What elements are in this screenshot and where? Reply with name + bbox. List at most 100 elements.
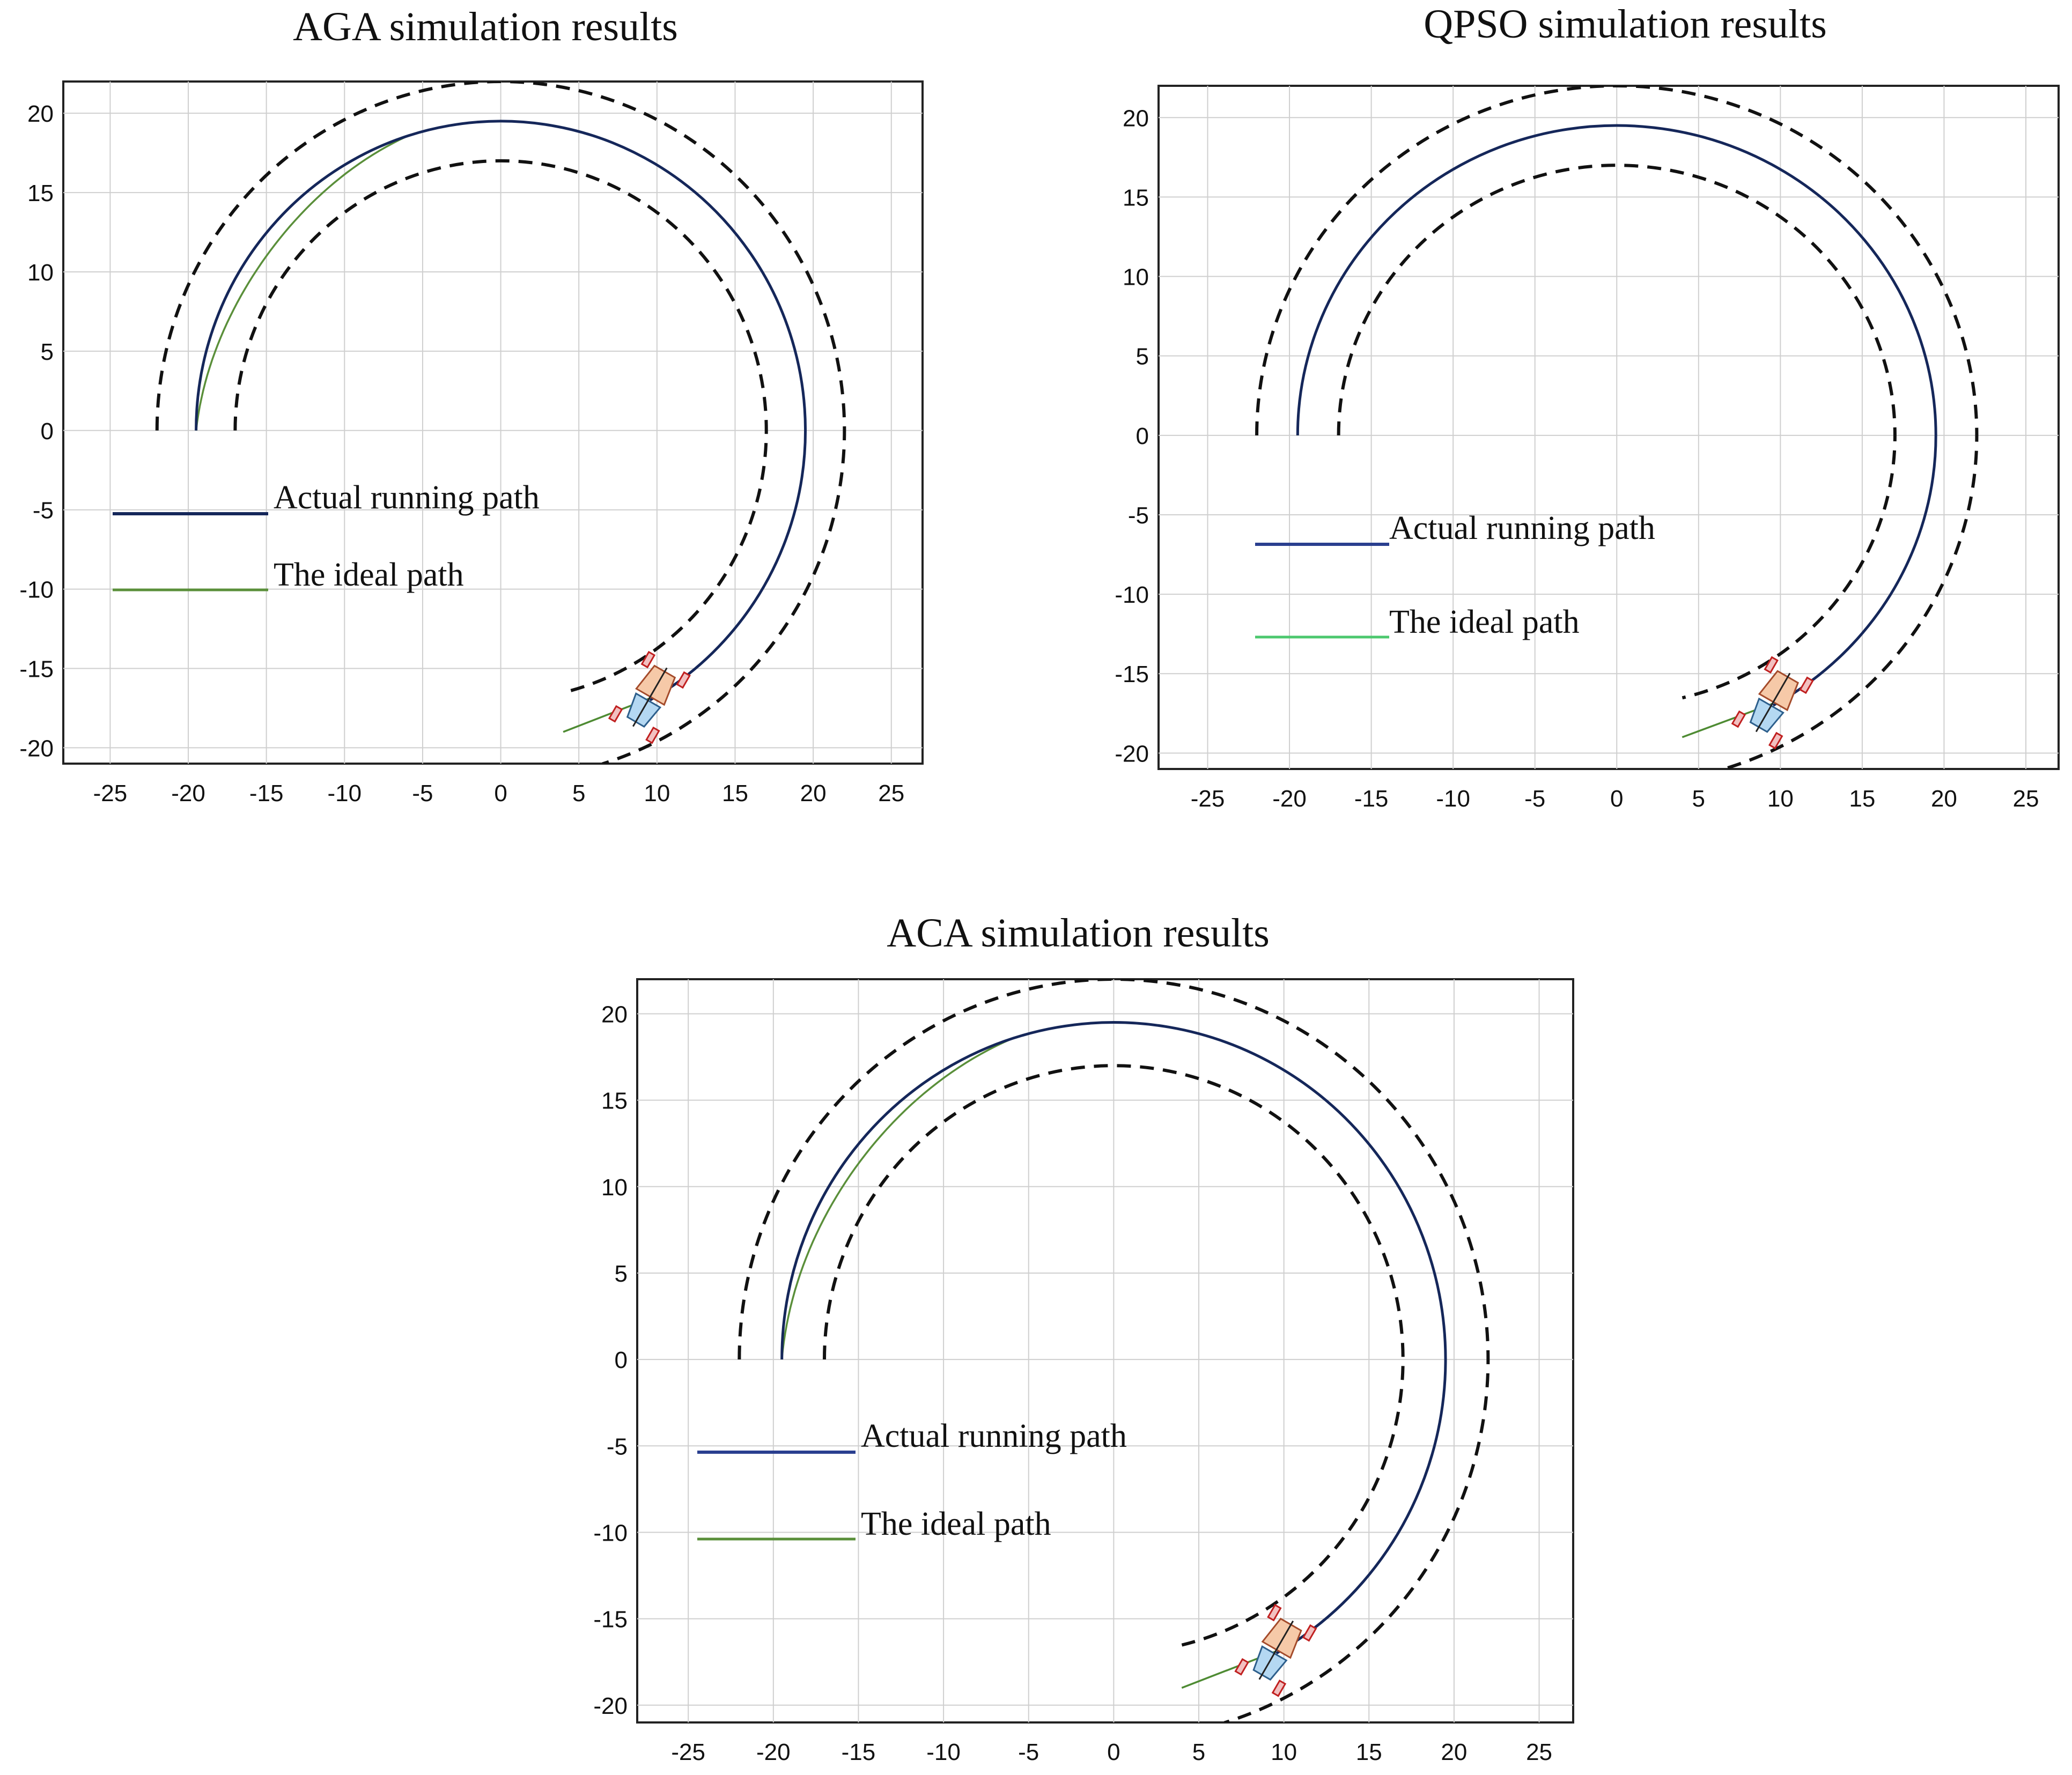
- x-tick-label: 5: [572, 780, 585, 807]
- x-tick-label: -15: [1354, 786, 1389, 812]
- x-tick-label: -20: [1272, 786, 1307, 812]
- x-tick-label: -5: [1524, 786, 1545, 812]
- y-tick-label: 15: [27, 180, 54, 206]
- actual-path-line: [1296, 124, 1937, 707]
- y-tick-label: 15: [601, 1088, 628, 1114]
- y-tick-label: 5: [1136, 344, 1149, 370]
- x-tick-label: -5: [1018, 1739, 1039, 1765]
- legend-actual-label: Actual running path: [274, 479, 540, 516]
- y-tick-label: 5: [41, 339, 54, 365]
- x-tick-label: 20: [1931, 786, 1957, 812]
- vehicle-wheel: [1271, 1680, 1287, 1697]
- x-tick-label: 25: [1526, 1739, 1552, 1765]
- y-tick-label: -5: [1128, 502, 1149, 529]
- vehicle-wheel: [645, 726, 660, 744]
- x-tick-label: -15: [249, 780, 284, 807]
- vehicle-wheel: [1234, 1658, 1249, 1676]
- x-tick-label: -10: [926, 1739, 961, 1765]
- y-tick-label: 15: [1123, 184, 1149, 211]
- inner-boundary: [1337, 164, 1897, 700]
- vehicle-wheel: [1267, 1603, 1282, 1622]
- y-tick-label: 10: [27, 260, 54, 286]
- y-tick-label: 0: [41, 418, 54, 445]
- vehicle-front-body: [635, 664, 676, 706]
- x-tick-label: -10: [327, 780, 362, 807]
- vehicle-axle: [1258, 1620, 1294, 1680]
- actual-path-line: [195, 120, 807, 701]
- x-tick-label: 10: [1767, 786, 1794, 812]
- chart-title: AGA simulation results: [293, 4, 678, 49]
- legend-actual-label: Actual running path: [861, 1418, 1127, 1454]
- x-tick-label: 15: [1356, 1739, 1382, 1765]
- legend-actual-label: Actual running path: [1389, 510, 1655, 546]
- x-tick-label: -25: [93, 780, 128, 807]
- vehicle-axle: [632, 667, 668, 727]
- y-tick-label: -15: [1115, 661, 1149, 687]
- x-tick-label: -25: [671, 1739, 705, 1765]
- plot-frame: [62, 80, 924, 765]
- y-tick-label: -10: [593, 1520, 628, 1546]
- vehicle-icon: [1234, 1603, 1317, 1697]
- x-tick-label: 0: [1610, 786, 1623, 812]
- x-tick-label: 20: [800, 780, 827, 807]
- chart-panel-3: ACA simulation results -25 -20 -15 -10 -5 0 5 10…: [593, 911, 1574, 1765]
- vehicle-wheel: [676, 671, 691, 689]
- legend-ideal-label: The ideal path: [861, 1506, 1051, 1542]
- vehicle-icon: [608, 650, 691, 744]
- actual-path-line: [780, 1021, 1447, 1655]
- x-tick-label: 0: [494, 780, 507, 807]
- vehicle-wheel: [1799, 676, 1814, 694]
- chart-title: QPSO simulation results: [1424, 2, 1827, 47]
- x-tick-label: -15: [842, 1739, 876, 1765]
- x-tick-label: 25: [878, 780, 904, 807]
- vehicle-wheel: [608, 705, 623, 723]
- plot-frame: [636, 978, 1574, 1724]
- legend-ideal-label: The ideal path: [1389, 604, 1580, 640]
- y-tick-label: 0: [615, 1347, 628, 1373]
- x-tick-label: 15: [722, 780, 748, 807]
- plot-area: [637, 979, 1573, 1722]
- vehicle-rear-body: [1749, 697, 1785, 733]
- y-tick-label: -20: [19, 735, 54, 761]
- y-tick-label: 10: [601, 1174, 628, 1201]
- chart-panel-2: QPSO simulation results -25 -20 -15 -10 -5 0 5 1…: [1115, 2, 2060, 812]
- x-tick-label: 10: [644, 780, 670, 807]
- y-tick-label: -15: [19, 656, 54, 683]
- vehicle-wheel: [1731, 710, 1746, 728]
- x-tick-label: -20: [171, 780, 205, 807]
- plot-frame: [1157, 85, 2060, 770]
- vehicle-wheel: [640, 650, 656, 669]
- outer-boundary: [1255, 86, 1979, 769]
- plot-area: [63, 82, 923, 764]
- x-tick-label: 5: [1692, 786, 1705, 812]
- y-tick-label: -10: [19, 577, 54, 603]
- y-tick-label: 20: [27, 101, 54, 127]
- x-tick-label: 15: [1849, 786, 1875, 812]
- inner-boundary: [823, 1064, 1405, 1647]
- y-tick-label: 20: [601, 1001, 628, 1027]
- chart-title: ACA simulation results: [887, 911, 1270, 956]
- legend-ideal-label: The ideal path: [274, 557, 464, 593]
- y-tick-label: 20: [1123, 105, 1149, 131]
- x-tick-label: 0: [1107, 1739, 1120, 1765]
- vehicle-rear-body: [626, 692, 662, 728]
- vehicle-axle: [1755, 672, 1791, 733]
- vehicle-front-body: [1261, 1617, 1302, 1659]
- y-tick-label: 0: [1136, 423, 1149, 449]
- x-tick-label: -25: [1191, 786, 1225, 812]
- vehicle-wheel: [1302, 1624, 1317, 1642]
- vehicle-wheel: [1768, 731, 1783, 750]
- outer-boundary: [738, 979, 1490, 1722]
- inner-boundary: [233, 159, 768, 694]
- y-tick-label: -15: [593, 1607, 628, 1633]
- y-tick-label: -20: [1115, 741, 1149, 767]
- x-tick-label: -20: [756, 1739, 791, 1765]
- outer-boundary: [155, 82, 846, 764]
- y-tick-label: 5: [615, 1261, 628, 1287]
- y-tick-label: -5: [607, 1433, 628, 1460]
- x-tick-label: 20: [1441, 1739, 1467, 1765]
- y-tick-label: 10: [1123, 264, 1149, 291]
- y-tick-label: -5: [33, 498, 54, 524]
- plot-area: [1159, 86, 2059, 769]
